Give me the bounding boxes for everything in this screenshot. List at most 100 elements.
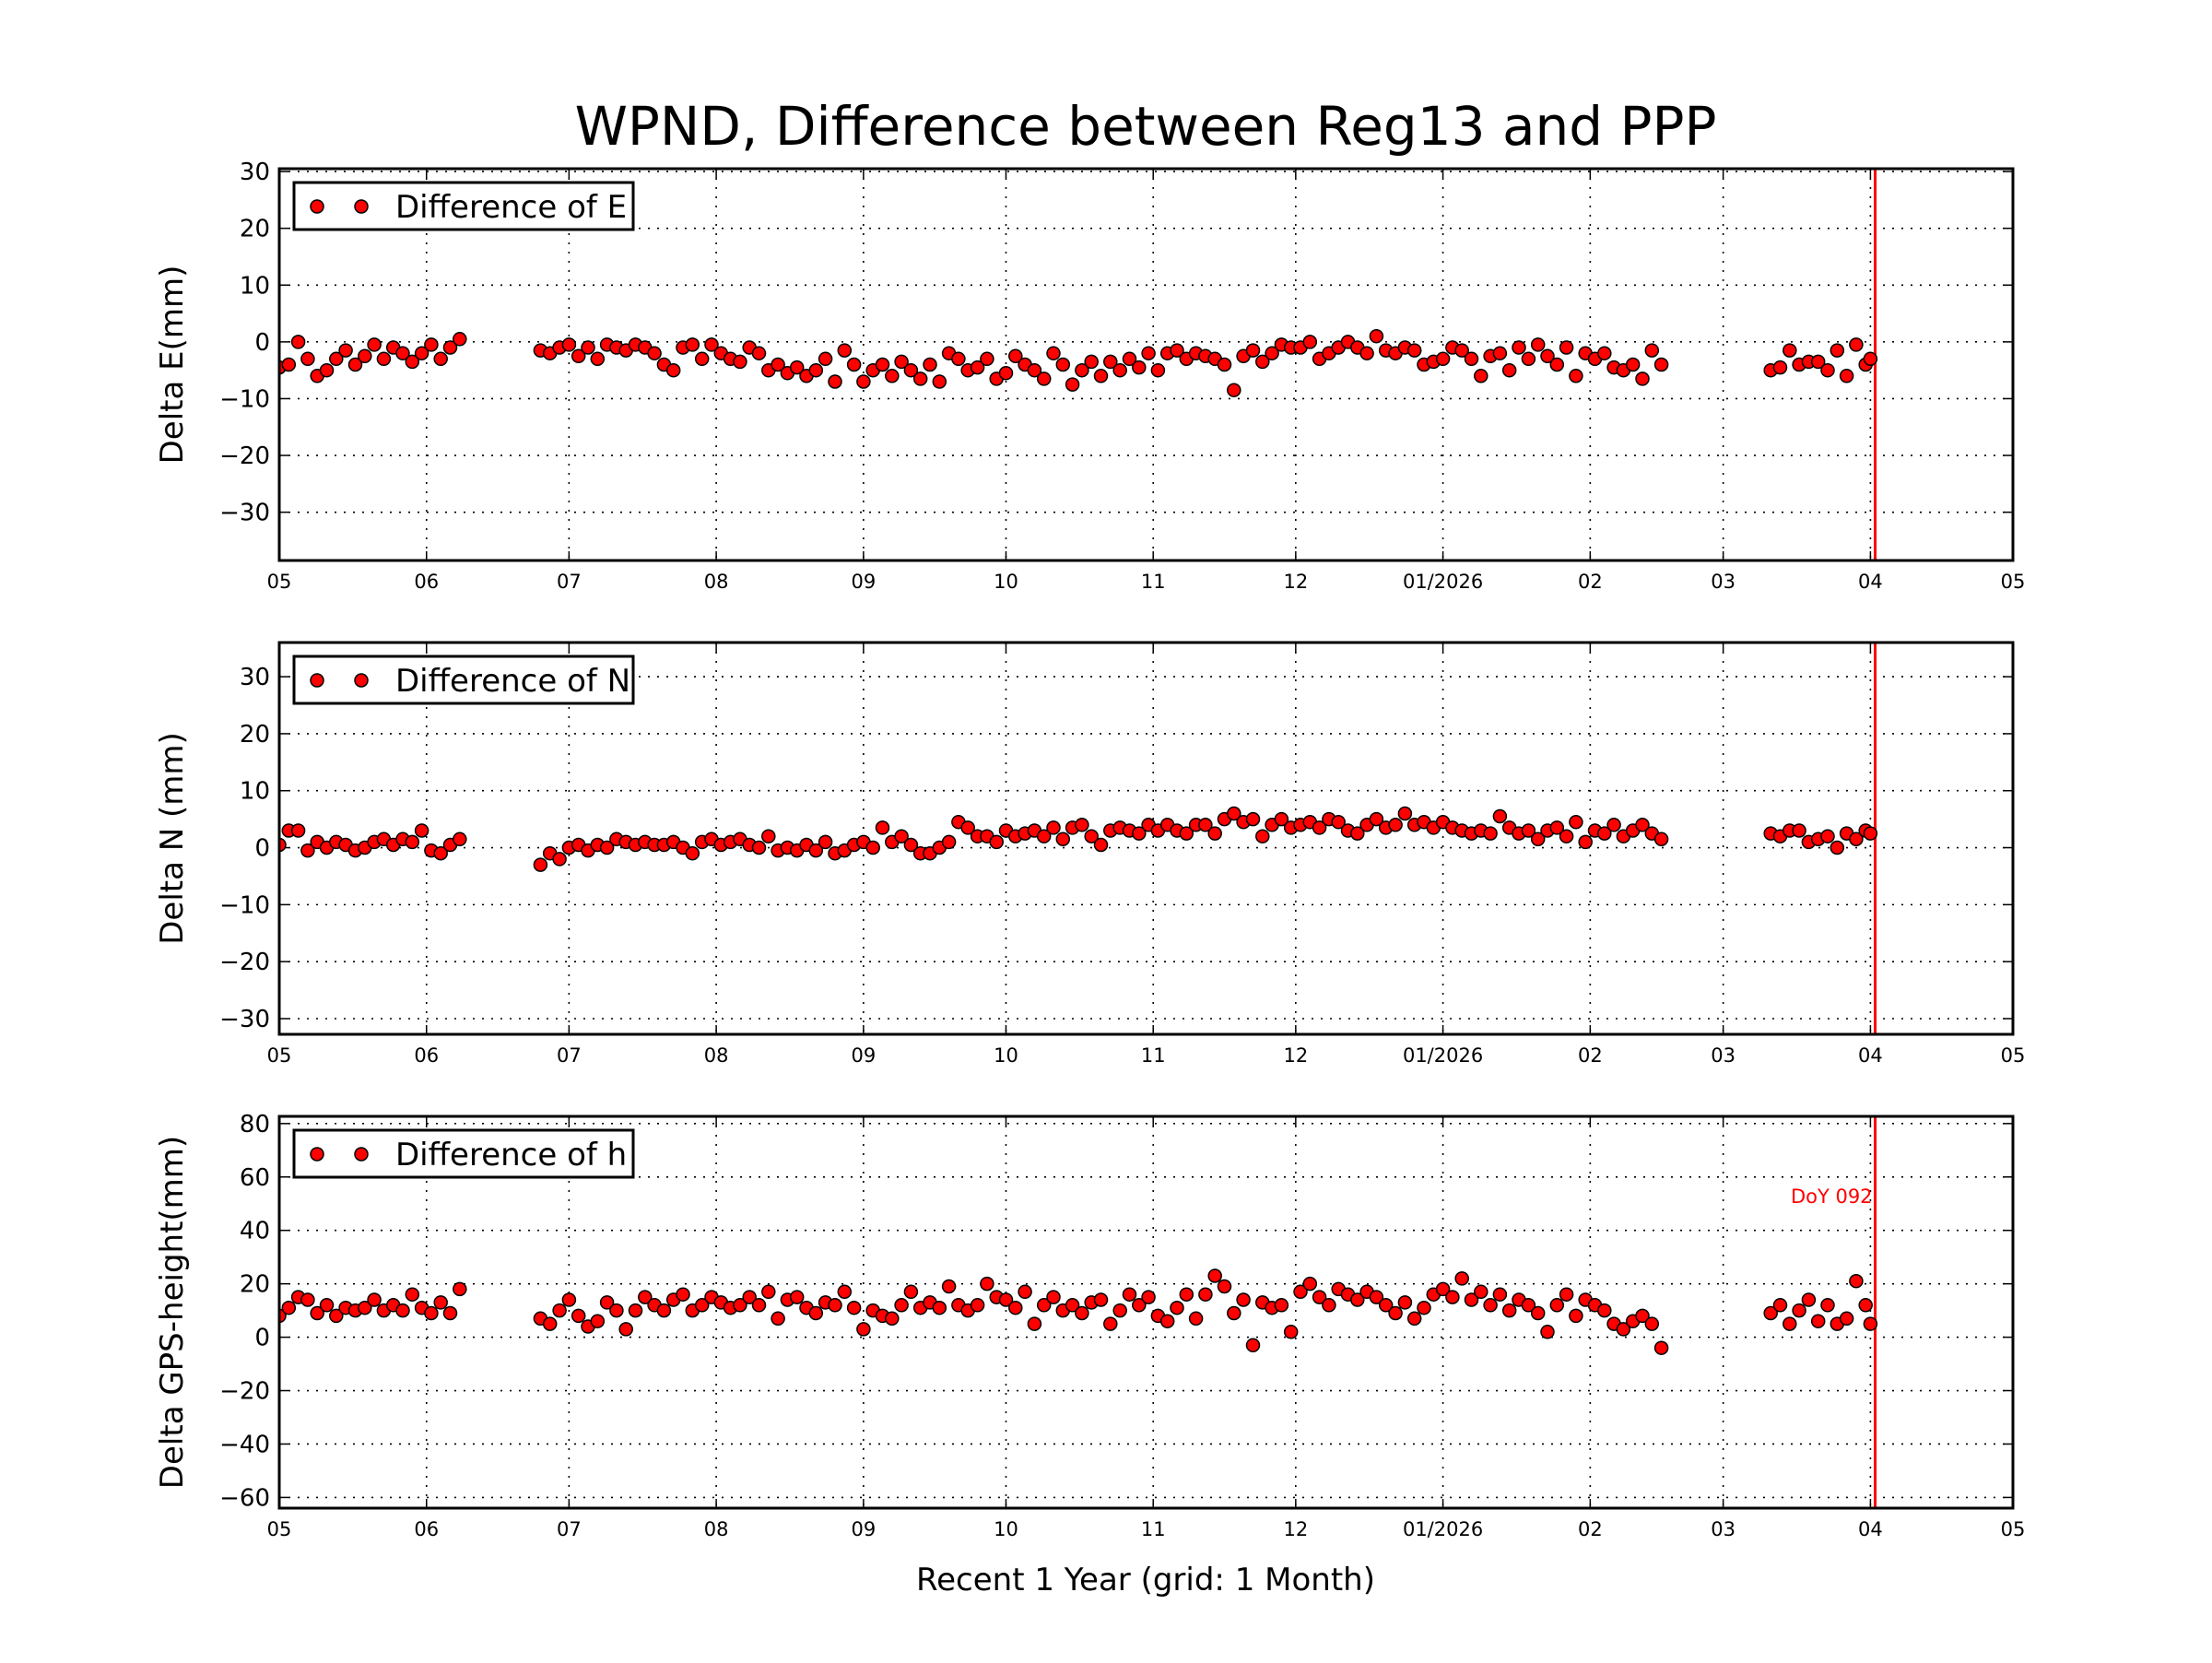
data-point — [1653, 1340, 1669, 1355]
data-point — [533, 857, 548, 872]
data-point — [903, 837, 919, 853]
data-point — [1530, 1305, 1546, 1321]
data-point — [1302, 1276, 1318, 1291]
data-point — [761, 1284, 776, 1300]
data-point — [1597, 1303, 1612, 1318]
data-point — [742, 1290, 757, 1304]
data-point — [638, 1290, 653, 1304]
data-point — [1559, 1287, 1574, 1302]
data-point — [319, 1298, 335, 1313]
data-point — [685, 337, 700, 352]
data-point — [1492, 346, 1508, 360]
data-point — [1093, 369, 1109, 383]
data-point — [1569, 369, 1583, 383]
x-tick-label: 09 — [852, 1044, 877, 1067]
data-point — [1464, 1292, 1479, 1307]
data-point — [694, 351, 710, 367]
data-point — [837, 1284, 853, 1300]
data-point — [1065, 377, 1080, 392]
data-point — [1653, 832, 1669, 847]
data-point — [1849, 337, 1864, 352]
data-point — [1132, 826, 1147, 841]
data-point — [771, 357, 785, 372]
data-point — [1501, 362, 1517, 378]
data-point — [789, 1290, 805, 1304]
data-point — [789, 360, 805, 375]
legend-marker — [310, 199, 324, 214]
data-points — [279, 1268, 1878, 1355]
data-point — [1492, 808, 1508, 824]
data-point — [771, 1311, 785, 1327]
data-point — [1849, 832, 1864, 847]
data-point — [1810, 354, 1826, 370]
data-point — [1302, 335, 1318, 349]
data-point — [433, 845, 448, 861]
y-tick-label: −20 — [219, 442, 270, 470]
data-point — [1801, 1292, 1817, 1307]
data-point — [1122, 351, 1137, 367]
x-tick-label: 12 — [1283, 1518, 1308, 1540]
data-point — [808, 362, 824, 378]
x-tick-label: 04 — [1858, 571, 1883, 593]
x-tick-label: 05 — [2001, 1044, 2026, 1067]
data-point — [442, 1305, 458, 1321]
data-point — [300, 843, 315, 858]
data-point — [1132, 1298, 1147, 1313]
data-point — [1027, 1316, 1042, 1331]
data-point — [1265, 346, 1279, 360]
data-point — [1170, 343, 1184, 358]
x-tick-label: 01/2026 — [1403, 1044, 1483, 1067]
data-point — [704, 337, 719, 352]
axes-frame — [277, 641, 2015, 1036]
data-point — [1084, 354, 1099, 370]
data-point — [367, 337, 382, 352]
data-point — [1540, 1325, 1555, 1339]
panel-0: 05 06 07 08 09 10 11 12 01/2026 02 03 04 05 −30 −20 −10… — [154, 159, 2025, 593]
legend-marker — [354, 1147, 369, 1162]
data-point — [281, 357, 297, 372]
x-tick-label: 05 — [267, 1044, 292, 1067]
x-tick-label: 02 — [1578, 1044, 1603, 1067]
y-tick-label: −20 — [219, 1378, 270, 1406]
data-point — [433, 351, 448, 367]
y-tick-label: 30 — [240, 664, 270, 691]
data-point — [599, 840, 615, 855]
data-point — [1839, 1311, 1854, 1327]
data-point — [694, 1298, 710, 1313]
x-tick-label: 09 — [852, 1518, 877, 1540]
data-point — [1274, 1298, 1289, 1313]
data-point — [761, 829, 776, 843]
data-point — [453, 1281, 467, 1297]
data-point — [941, 1279, 957, 1294]
x-tick-label: 08 — [704, 1044, 729, 1067]
data-point — [1217, 357, 1232, 372]
data-point — [751, 840, 767, 855]
data-points — [279, 328, 1878, 397]
axes-frame — [277, 1115, 2015, 1510]
data-point — [581, 340, 595, 355]
data-point — [279, 837, 287, 853]
legend: Difference of E — [292, 181, 635, 231]
data-point — [1625, 357, 1641, 372]
data-point — [941, 834, 957, 850]
data-point — [1530, 337, 1546, 352]
data-point — [1359, 346, 1374, 360]
data-point — [1492, 1287, 1508, 1302]
data-point — [1255, 829, 1270, 843]
data-point — [1350, 826, 1365, 841]
y-tick-label: 0 — [254, 1325, 270, 1352]
data-point — [414, 346, 429, 360]
data-point — [358, 1300, 372, 1315]
data-point — [894, 1298, 909, 1313]
data-point — [1283, 1325, 1299, 1339]
data-point — [1141, 1290, 1156, 1304]
data-point — [329, 351, 344, 367]
y-tick-label: 20 — [240, 216, 270, 243]
data-point — [1084, 829, 1099, 843]
data-point — [733, 354, 747, 370]
y-tick-label: 40 — [240, 1218, 270, 1245]
data-point — [300, 1292, 315, 1307]
legend-marker — [310, 1147, 324, 1162]
data-point — [885, 1311, 900, 1327]
data-point — [1839, 369, 1854, 383]
